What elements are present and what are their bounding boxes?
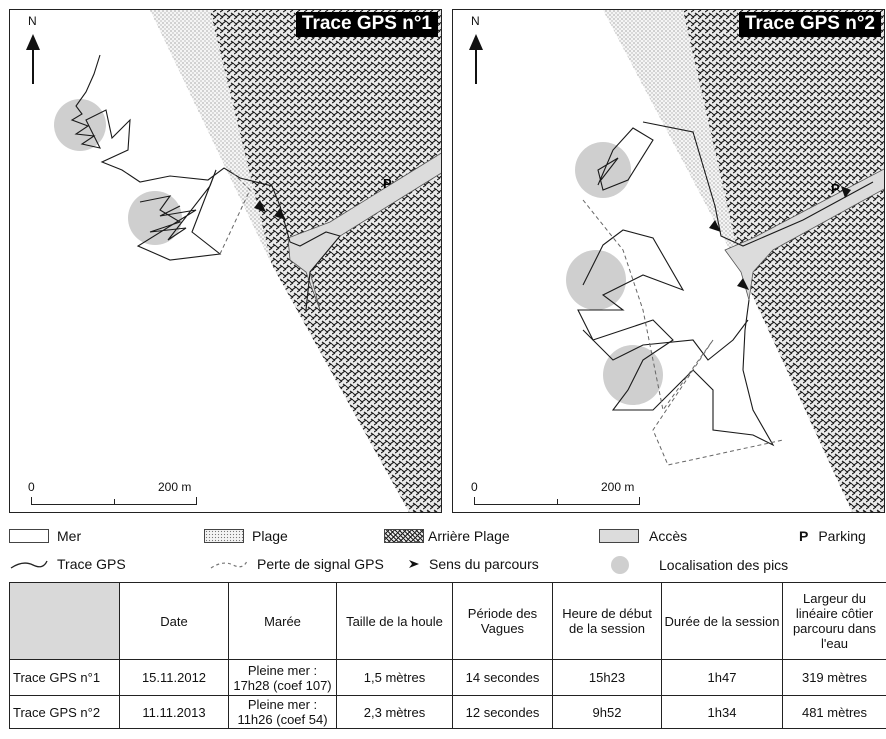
map-canvas-trace-2: P [453,10,885,513]
table-cell: Pleine mer : 11h26 (coef 54) [229,696,337,729]
mer-swatch [9,529,49,543]
legend-item-perte: Perte de signal GPS [209,556,384,572]
legend-item-arriere-plage: Arrière Plage [384,528,510,544]
table-header-cell: Largeur du linéaire côtier parcouru dans… [783,583,886,660]
scale-bar: 0 200 m [471,480,691,510]
peak-location-icon [611,556,629,574]
legend-label: Trace GPS [57,556,126,572]
legend-label: Parking [818,528,865,544]
table-header-row: Date Marée Taille de la houle Période de… [10,583,886,660]
table-header-cell: Période des Vagues [453,583,553,660]
table-cell: Trace GPS n°1 [10,660,120,696]
parking-symbol: P [799,528,808,544]
scale-distance-label: 200 m [601,480,634,494]
table-cell: 11.11.2013 [120,696,229,729]
table-cell: 15h23 [553,660,662,696]
legend-item-parking: P Parking [799,528,866,544]
session-table: Date Marée Taille de la houle Période de… [9,582,886,729]
table-header-cell: Taille de la houle [337,583,453,660]
arriere-plage-swatch [384,529,424,543]
peak-location [603,345,663,405]
legend-item-plage: Plage [204,528,288,544]
table-cell: 1,5 mètres [337,660,453,696]
table-header-cell: Heure de début de la session [553,583,662,660]
map-legend: Mer Plage Arrière Plage Accès P Parking … [9,528,886,578]
map-panel-trace-1: P Trace GPS n°1 N 0 200 m [9,9,442,513]
parking-symbol: P [383,176,392,191]
table-cell: 12 secondes [453,696,553,729]
plage-swatch [204,529,244,543]
scale-bar: 0 200 m [28,480,248,510]
table-cell: 2,3 mètres [337,696,453,729]
signal-loss-line-icon [209,557,249,571]
legend-label: Arrière Plage [428,528,510,544]
scale-zero-label: 0 [28,480,35,494]
map-title: Trace GPS n°2 [739,12,881,37]
table-row: Trace GPS n°2 11.11.2013 Pleine mer : 11… [10,696,886,729]
table-cell: 1h34 [662,696,783,729]
legend-item-acces: Accès [599,528,687,544]
arriere-plage-zone [210,10,442,513]
acces-swatch [599,529,639,543]
gps-trace-line-icon [9,557,49,571]
table-header-cell: Marée [229,583,337,660]
legend-item-mer: Mer [9,528,81,544]
parking-symbol: P [831,181,840,196]
legend-label: Mer [57,528,81,544]
table-cell: Pleine mer : 17h28 (coef 107) [229,660,337,696]
legend-item-sens: Sens du parcours [407,556,539,572]
arriere-plage-zone [683,10,885,513]
legend-label: Accès [649,528,687,544]
map-title: Trace GPS n°1 [296,12,438,37]
table-cell: 15.11.2012 [120,660,229,696]
north-label: N [471,14,480,28]
scale-distance-label: 200 m [158,480,191,494]
table-row: Trace GPS n°1 15.11.2012 Pleine mer : 17… [10,660,886,696]
map-canvas-trace-1: P [10,10,442,513]
table-header-cell: Date [120,583,229,660]
table-cell: Trace GPS n°2 [10,696,120,729]
legend-item-pics: Localisation des pics [611,556,788,574]
table-cell: 1h47 [662,660,783,696]
north-label: N [28,14,37,28]
table-header-cell: Durée de la session [662,583,783,660]
legend-label: Perte de signal GPS [257,556,384,572]
table-cell: 9h52 [553,696,662,729]
map-panel-trace-2: P Trace GPS n°2 N 0 200 m [452,9,885,513]
legend-label: Plage [252,528,288,544]
table-cell: 14 secondes [453,660,553,696]
legend-label: Localisation des pics [659,557,788,573]
table-cell: 319 mètres [783,660,886,696]
table-header-cell [10,583,120,660]
legend-label: Sens du parcours [429,556,539,572]
legend-item-trace: Trace GPS [9,556,126,572]
table-cell: 481 mètres [783,696,886,729]
gps-trace [583,320,748,360]
scale-zero-label: 0 [471,480,478,494]
direction-arrow-icon [407,557,421,571]
